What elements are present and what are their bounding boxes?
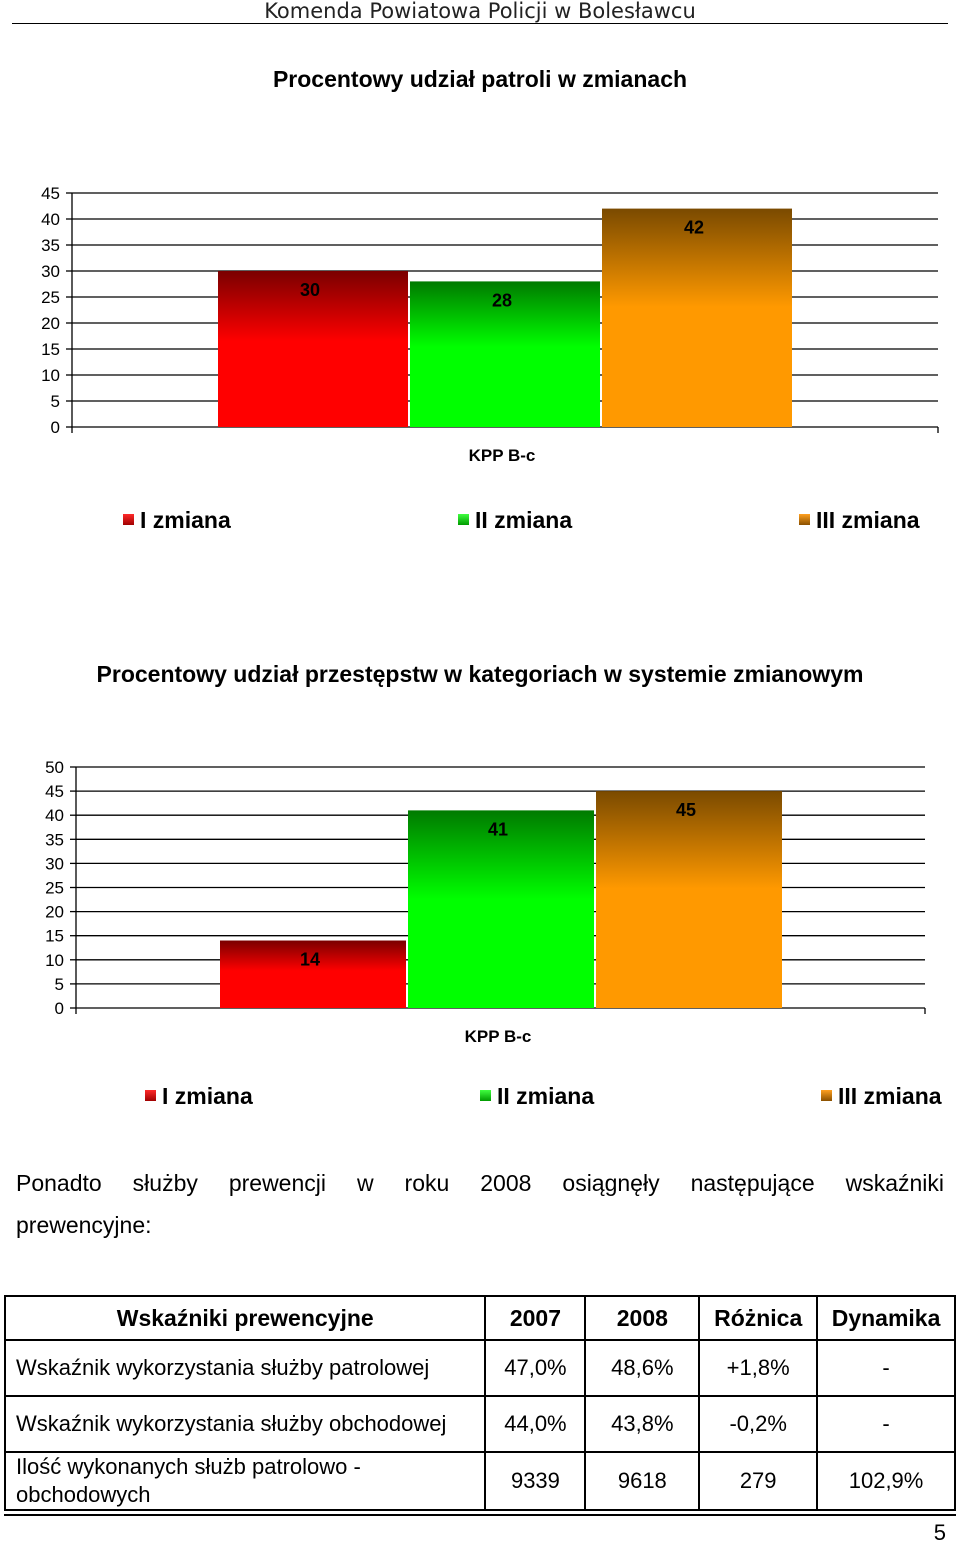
header-divider [12, 23, 948, 24]
y-tick-label: 15 [41, 340, 60, 359]
y-tick-label: 50 [45, 758, 64, 777]
value-dynamics: - [816, 1395, 956, 1453]
row-label: Ilość wykonanych służb patrolowo - obcho… [3, 1451, 487, 1511]
chart1-title: Procentowy udział patroli w zmianach [272, 66, 688, 92]
chart2-legend: I zmiana II zmiana III zmiana [0, 1082, 960, 1112]
value-2008: 48,6% [584, 1339, 701, 1397]
bar-1 [220, 940, 406, 1008]
page-header: Komenda Powiatowa Policji w Bolesławcu [264, 0, 696, 23]
legend-swatch-orange [799, 514, 810, 526]
value-2008: 43,8% [584, 1395, 701, 1453]
x-category-label: KPP B-c [469, 446, 536, 465]
value-difference: -0,2% [698, 1395, 819, 1453]
y-tick-label: 30 [41, 262, 60, 281]
y-tick-label: 20 [41, 314, 60, 333]
chart2-legend-item-2: II zmiana [480, 1082, 594, 1110]
value-difference: +1,8% [698, 1339, 819, 1397]
chart2-plot: 0 5 10 15 20 25 30 35 40 45 50 14 41 45 KPP B-c [45, 758, 926, 1046]
chart1-legend-label-2: II zmiana [475, 507, 573, 533]
legend-swatch-red [123, 514, 134, 526]
paragraph-line-2: prewencyjne: [16, 1212, 152, 1238]
y-tick-label: 10 [45, 951, 64, 970]
y-tick-label: 15 [45, 927, 64, 946]
chart2-legend-item-3: III zmiana [821, 1082, 942, 1110]
bar-3 [602, 208, 792, 427]
bar-value-label: 14 [300, 950, 320, 970]
chart2-legend-item-1: I zmiana [145, 1082, 253, 1110]
chart1-legend-item-1: I zmiana [123, 506, 231, 534]
bar-value-label: 45 [676, 800, 696, 820]
y-tick-label: 5 [55, 975, 64, 994]
y-tick-label: 40 [41, 210, 60, 229]
value-2007: 44,0% [484, 1395, 587, 1453]
chart2-legend-label-2: II zmiana [497, 1083, 595, 1109]
y-tick-label: 40 [45, 806, 64, 825]
bar-value-label: 28 [492, 290, 512, 310]
chart1-legend-label-3: III zmiana [816, 507, 920, 533]
legend-swatch-red [145, 1090, 156, 1102]
paragraph-line-1: Ponadto służby prewencji w roku 2008 osi… [16, 1170, 944, 1196]
bar-2 [408, 810, 594, 1008]
bar-value-label: 30 [300, 280, 320, 300]
bar-value-label: 42 [684, 218, 704, 238]
x-category-label: KPP B-c [465, 1027, 532, 1046]
chart2-legend-label-3: III zmiana [838, 1083, 942, 1109]
y-tick-label: 5 [51, 392, 60, 411]
chart1-legend-item-2: II zmiana [458, 506, 572, 534]
legend-swatch-green [458, 514, 469, 526]
value-difference: 279 [698, 1451, 819, 1511]
legend-swatch-green [480, 1090, 491, 1102]
row-label: Wskaźnik wykorzystania służby obchodowej [3, 1395, 487, 1453]
header-2008: 2008 [584, 1295, 701, 1341]
chart2-title: Procentowy udział przestępstw w kategori… [96, 661, 864, 687]
chart2-legend-label-1: I zmiana [162, 1083, 253, 1109]
page-number: 5 [933, 1520, 946, 1545]
chart1-plot: 0 5 10 15 20 25 30 35 40 45 30 28 42 KPP B-c [41, 184, 939, 465]
y-tick-label: 30 [45, 854, 64, 873]
value-2007: 9339 [484, 1451, 587, 1511]
y-tick-label: 20 [45, 903, 64, 922]
chart1-legend-label-1: I zmiana [140, 507, 231, 533]
header-2007: 2007 [484, 1295, 587, 1341]
body-paragraph: Ponadto służby prewencji w roku 2008 osi… [16, 1162, 944, 1246]
bar-2 [410, 281, 600, 427]
legend-swatch-orange [821, 1090, 832, 1102]
table-row: Wskaźnik wykorzystania służby obchodowej… [3, 1395, 956, 1453]
value-dynamics: 102,9% [816, 1451, 956, 1511]
y-tick-label: 0 [51, 418, 60, 437]
y-tick-label: 10 [41, 366, 60, 385]
header-indicators: Wskaźniki prewencyjne [3, 1295, 487, 1341]
table-row: Wskaźnik wykorzystania służby patrolowej… [3, 1339, 956, 1397]
y-tick-label: 25 [41, 288, 60, 307]
y-tick-label: 25 [45, 879, 64, 898]
bar-3 [596, 791, 782, 1008]
y-tick-label: 45 [41, 184, 60, 203]
y-tick-label: 0 [55, 999, 64, 1018]
row-label: Wskaźnik wykorzystania służby patrolowej [3, 1339, 487, 1397]
bar-value-label: 41 [488, 819, 508, 839]
table-header-row: Wskaźniki prewencyjne 2007 2008 Różnica … [3, 1295, 956, 1341]
table-row: Ilość wykonanych służb patrolowo - obcho… [3, 1451, 956, 1511]
value-2007: 47,0% [484, 1339, 587, 1397]
header-dynamics: Dynamika [816, 1295, 956, 1341]
bar-1 [218, 271, 408, 427]
y-tick-label: 35 [41, 236, 60, 255]
chart1-legend-item-3: III zmiana [799, 506, 920, 534]
chart1-legend: I zmiana II zmiana III zmiana [0, 506, 960, 536]
y-tick-label: 35 [45, 830, 64, 849]
indicators-table: Wskaźniki prewencyjne 2007 2008 Różnica … [3, 1295, 956, 1511]
footer-divider [4, 1514, 956, 1516]
value-dynamics: - [816, 1339, 956, 1397]
header-difference: Różnica [698, 1295, 819, 1341]
value-2008: 9618 [584, 1451, 701, 1511]
y-tick-label: 45 [45, 782, 64, 801]
